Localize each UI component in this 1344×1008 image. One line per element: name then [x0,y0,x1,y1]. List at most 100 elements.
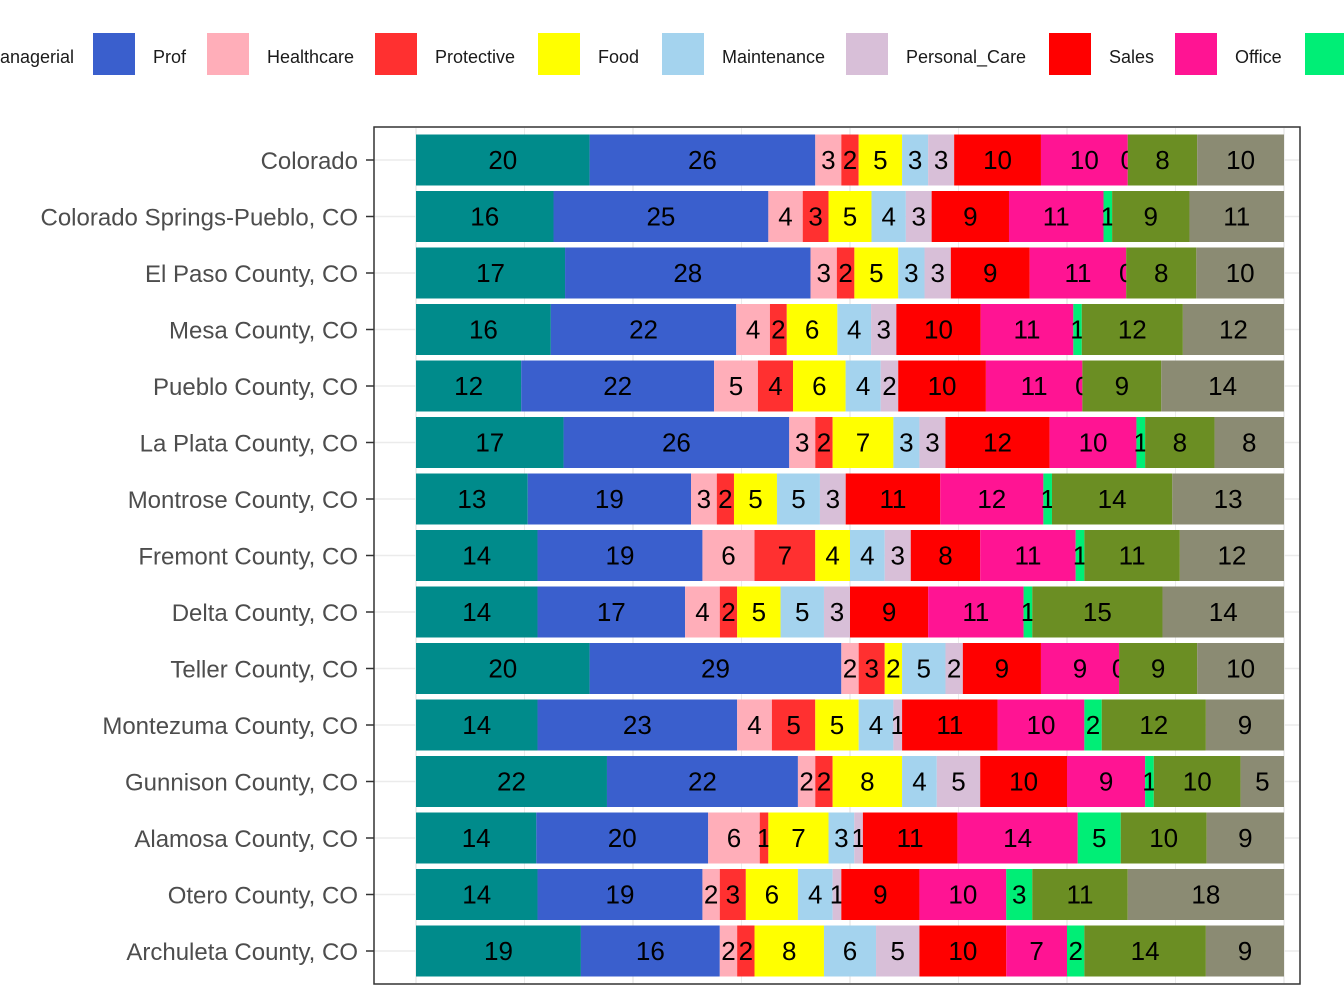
bar-segment-healthcare [737,699,772,751]
data-label: 10 [1009,767,1038,797]
bar-segment-managerial [416,247,566,299]
y-tick-label: Otero County, CO [168,883,358,910]
bar-segment-protective [858,643,885,694]
bar-segment-healthcare [714,360,758,412]
legend-label: Sales [1109,47,1154,67]
bar-row-pueblo-county-co: 12225464210110914 [416,360,1284,412]
data-label: 18 [1191,880,1220,910]
data-label: 9 [1151,654,1165,684]
bar-segment-production [1197,643,1284,694]
data-label: 10 [1026,710,1055,740]
data-label: 4 [825,541,839,571]
bar-segment-sales [902,699,998,751]
bar-segment-production [1196,247,1284,299]
legend-key [1305,33,1344,75]
bar-segment-sales [845,473,941,525]
bar-row-delta-county-co: 14 17 4 2 5 5 3 9 11 1 15 14 [416,586,1284,638]
bar-segment-office [957,812,1078,864]
y-tick-label: Fremont County, CO [138,544,358,571]
bar-segment-maintenance [893,417,920,468]
data-label: 4 [856,371,870,401]
bar-segment-office [985,360,1083,412]
bar-segment-personal-care [819,473,846,525]
legend-item-managerial: anagerial [0,47,74,67]
bar-segment-personal-care [832,869,842,920]
data-label: 1 [891,710,905,740]
bar-segment-maintenance [902,756,937,807]
data-label: 9 [1238,823,1252,853]
bar-segment-farm [1067,925,1085,977]
legend-key [207,33,249,75]
data-label: 17 [597,597,626,627]
bar-segment-farm [1136,417,1146,468]
data-label: 3 [826,484,840,514]
data-label: 22 [603,371,632,401]
data-label: 1 [1134,428,1148,458]
data-label: 14 [1208,371,1237,401]
legend-item-prof: Prof [93,33,187,75]
data-label: 3 [930,258,944,288]
data-label: 7 [856,428,870,458]
bar-segment-personal-care [919,417,946,468]
bar-segment-prof [527,473,692,525]
bar-segment-managerial [416,925,581,977]
data-label: 10 [1226,145,1255,175]
data-label: 29 [701,654,730,684]
bar-segment-food [832,756,903,807]
bar-segment-production [1205,925,1284,977]
bar-segment-protective [759,812,769,864]
bar-segment-managerial [416,191,554,242]
data-label: 12 [454,371,483,401]
data-label: 14 [462,597,491,627]
data-label: 7 [1029,936,1043,966]
legend-item-sales: Sales [1049,33,1154,75]
bar-segment-farm [1073,304,1082,355]
data-label: 2 [721,936,735,966]
data-label: 10 [948,936,977,966]
y-tick-label: Gunnison County, CO [125,770,358,797]
data-label: 26 [688,145,717,175]
data-label: 14 [462,880,491,910]
data-label: 19 [606,880,635,910]
bar-segment-healthcare [691,473,717,525]
bar-segment-farm [1084,699,1102,751]
bar-segment-prof [537,530,703,581]
data-label: 10 [1079,428,1108,458]
data-label: 3 [904,258,918,288]
bar-segment-managerial [416,360,522,412]
bar-segment-maintenance [837,304,872,355]
data-label: 20 [608,823,637,853]
data-label: 5 [786,710,800,740]
bar-row-mesa-county-co: 16 22 4 2 6 4 3 10 11 1 12 12 [416,304,1284,355]
data-label: 1 [1101,202,1115,232]
data-label: 1 [1021,597,1035,627]
data-label: 9 [1144,202,1158,232]
data-label: 11 [1021,371,1048,401]
data-label: 12 [1217,541,1246,571]
data-label: 10 [1070,145,1099,175]
data-label: 9 [983,258,997,288]
bar-segment-food [854,247,899,299]
bar-segment-office [980,304,1074,355]
data-label: 2 [739,936,753,966]
data-label: 2 [886,654,900,684]
bar-segment-maintenance [776,473,820,525]
bar-segment-food [793,360,846,412]
bar-segment-personal-care [884,530,911,581]
data-label: 4 [768,371,782,401]
bar-segment-food [828,191,872,242]
bar-segment-sales [896,304,981,355]
y-tick-label: El Paso County, CO [145,261,358,288]
bar-segment-protective [719,586,738,638]
legend-key [538,33,580,75]
bar-segment-maintenance [898,247,925,299]
bar-segment-production [1214,417,1284,468]
bar-segment-prof [563,417,790,468]
bar-segment-prof [536,812,709,864]
data-label: 22 [688,767,717,797]
data-label: 5 [843,202,857,232]
bar-segment-food [754,925,824,977]
bar-segment-protective [737,925,755,977]
bar-segment-prof [537,699,738,751]
bar-segment-office [997,699,1085,751]
